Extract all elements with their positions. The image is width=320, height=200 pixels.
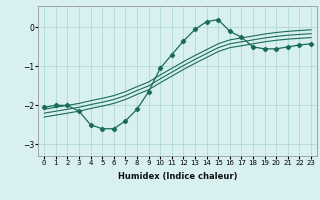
- X-axis label: Humidex (Indice chaleur): Humidex (Indice chaleur): [118, 172, 237, 181]
